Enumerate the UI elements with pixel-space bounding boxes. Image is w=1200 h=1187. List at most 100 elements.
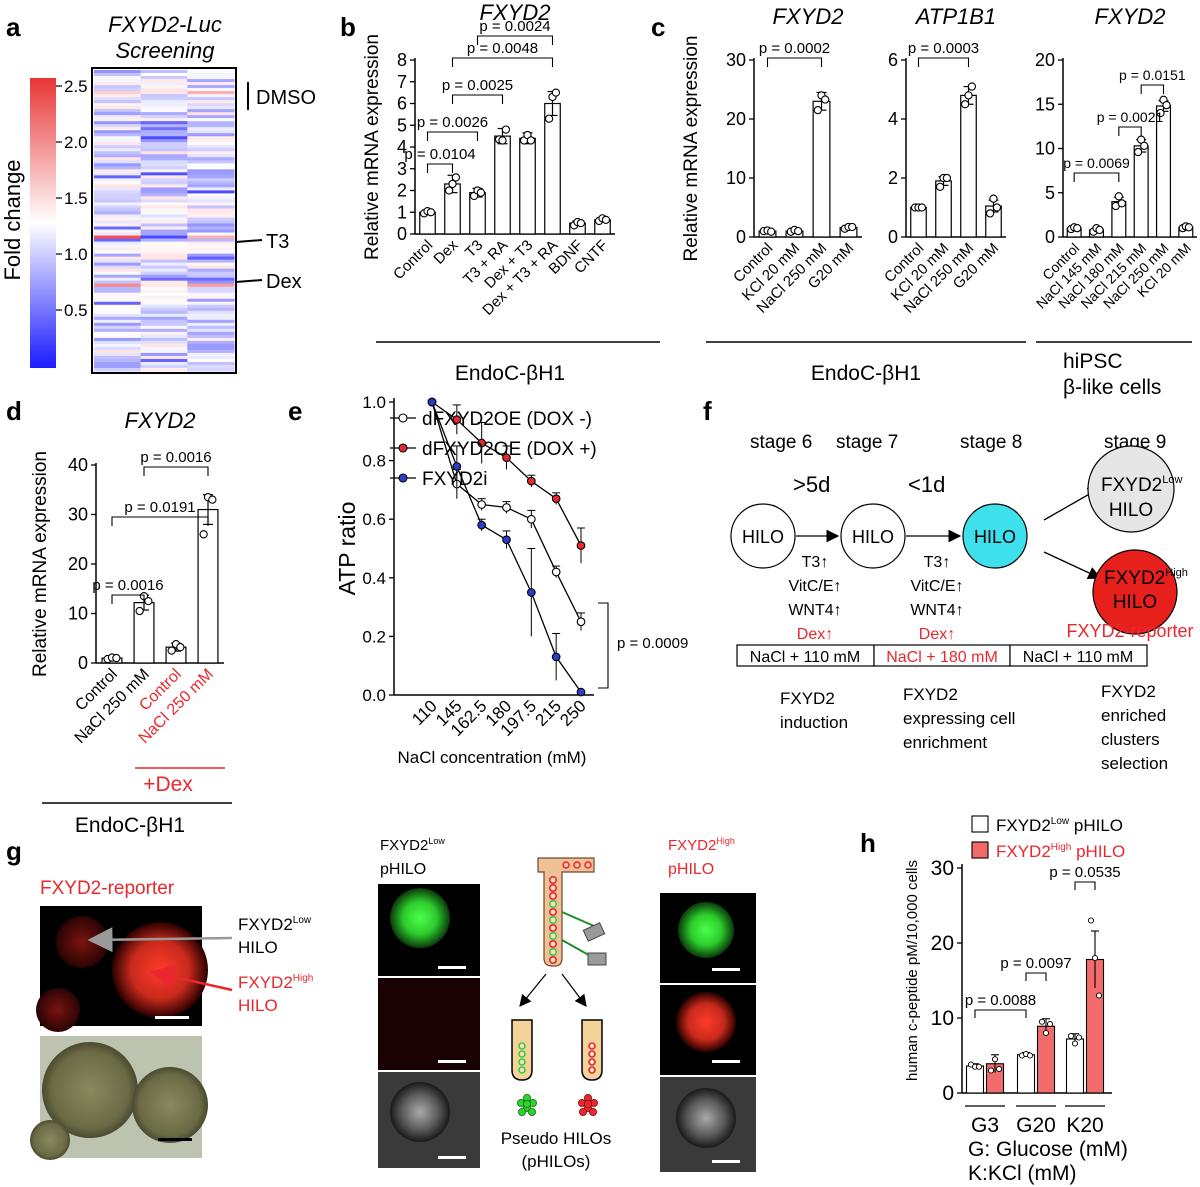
g-fluor-scalebar xyxy=(155,1016,189,1019)
data-point xyxy=(985,209,995,218)
heatmap-cell xyxy=(187,193,235,197)
heatmap-cell xyxy=(140,172,188,176)
panel-label-h: h xyxy=(860,828,876,858)
legend-label: dFXYD2OE (DOX +) xyxy=(422,439,597,460)
y-tick-label: 2 xyxy=(397,181,407,201)
heatmap-cell xyxy=(94,232,142,237)
p-value: p = 0.0003 xyxy=(908,40,979,57)
heatmap-cell xyxy=(140,208,188,212)
heatmap-cell xyxy=(187,109,235,113)
heatmap-cell xyxy=(187,202,235,206)
x-tick-label: Dex xyxy=(430,236,461,267)
g-low-green-cluster xyxy=(390,888,450,948)
heatmap-cell xyxy=(140,97,188,101)
d-dex-label: +Dex xyxy=(143,773,193,796)
heatmap-cell xyxy=(187,349,235,354)
heatmap-cell xyxy=(94,205,142,209)
heatmap-cell xyxy=(187,214,235,218)
g-sorter-diagram: Pseudo HILOs (pHILOs) xyxy=(501,857,611,1171)
heatmap-cell xyxy=(94,262,142,267)
g-pseudo-label2: (pHILOs) xyxy=(522,1152,591,1171)
hilo-circle-stage7 xyxy=(840,503,906,569)
g-tube-green xyxy=(511,1019,533,1081)
heatmap-cell xyxy=(94,124,142,128)
y-tick-label: 20 xyxy=(1035,50,1055,70)
desc3-line3: clusters xyxy=(1101,730,1160,749)
heatmap-cell xyxy=(187,316,235,321)
heatmap-cell xyxy=(140,94,188,98)
p-value: p = 0.0016 xyxy=(140,449,211,466)
y-axis-label: Relative mRNA expression xyxy=(30,451,51,677)
data-point xyxy=(1133,147,1143,157)
data-point xyxy=(1095,992,1103,999)
heatmap-cell xyxy=(94,193,142,197)
c-hipsc-label2: β-like cells xyxy=(1063,376,1161,399)
heatmap-cell xyxy=(140,256,188,261)
heatmap-cell xyxy=(140,340,188,345)
heatmap-cell xyxy=(187,100,235,104)
heatmap-cell xyxy=(94,253,142,258)
sorter-bead xyxy=(548,923,557,932)
heatmap-cell xyxy=(94,217,142,221)
heatmap-cell xyxy=(140,364,188,369)
data-point xyxy=(576,687,586,697)
heatmap-cell xyxy=(94,337,142,342)
y-tick-label: 4 xyxy=(397,137,407,157)
colorbar xyxy=(30,78,56,368)
arrow-8-high xyxy=(1043,551,1102,579)
y-tick-label: 40 xyxy=(68,455,88,475)
colorbar-tick-label: 2.5 xyxy=(64,77,88,96)
heatmap-cell xyxy=(140,268,188,273)
legend-swatch xyxy=(971,841,989,859)
heatmap-cell xyxy=(187,103,235,107)
legend-marker xyxy=(398,413,408,423)
significance-bracket xyxy=(974,1009,1027,1018)
heatmap-cell xyxy=(187,253,235,258)
heatmap-cell xyxy=(94,259,142,264)
desc2-line1: FXYD2 xyxy=(903,685,958,704)
x-tick-label: K20 xyxy=(1066,1114,1103,1137)
g-high-label: FXYD2High xyxy=(238,973,313,992)
data-point xyxy=(477,438,487,448)
desc3-line2: enriched xyxy=(1101,706,1166,725)
heatmap-cell xyxy=(140,241,188,246)
heatmap-cell xyxy=(140,343,188,348)
heatmap-cell xyxy=(140,184,188,188)
heatmap-cell xyxy=(140,148,188,152)
heatmap-frame xyxy=(91,67,237,374)
heatmap-cell xyxy=(187,256,235,261)
g-high-label2: HILO xyxy=(238,996,278,1015)
heatmap-cell xyxy=(140,175,188,179)
g-high-bf-scalebar xyxy=(712,1160,740,1163)
data-point xyxy=(176,643,185,652)
bar xyxy=(1016,1054,1036,1094)
heatmap-cell xyxy=(94,70,142,74)
heatmap-cell xyxy=(94,268,142,273)
heatmap-cell xyxy=(187,250,235,255)
heatmap-cell xyxy=(187,73,235,77)
heatmap-cell xyxy=(140,100,188,104)
heatmap-cell xyxy=(140,283,188,288)
heatmap-cell xyxy=(140,328,188,333)
heatmap-cell xyxy=(140,235,188,240)
heatmap-cell xyxy=(94,364,142,369)
heatmap-cell xyxy=(187,94,235,98)
legend-label: dFXYD2OE (DOX -) xyxy=(422,409,592,430)
heatmap-cell xyxy=(187,76,235,80)
data-point xyxy=(995,1065,1003,1073)
x-tick-label: G3 xyxy=(971,1114,999,1137)
data-point xyxy=(477,500,487,509)
heatmap-cell xyxy=(94,91,142,95)
legend-swatch xyxy=(971,815,989,833)
heatmap-cell xyxy=(187,325,235,330)
step1-factor-3: WNT4↑ xyxy=(788,602,841,619)
heatmap-cell xyxy=(94,307,142,312)
data-point xyxy=(167,646,176,655)
heatmap-cell xyxy=(94,160,142,164)
g-bf-scalebar xyxy=(158,1138,192,1141)
data-point xyxy=(1184,223,1194,232)
heatmap-cell xyxy=(140,316,188,321)
data-point xyxy=(1075,1034,1083,1041)
